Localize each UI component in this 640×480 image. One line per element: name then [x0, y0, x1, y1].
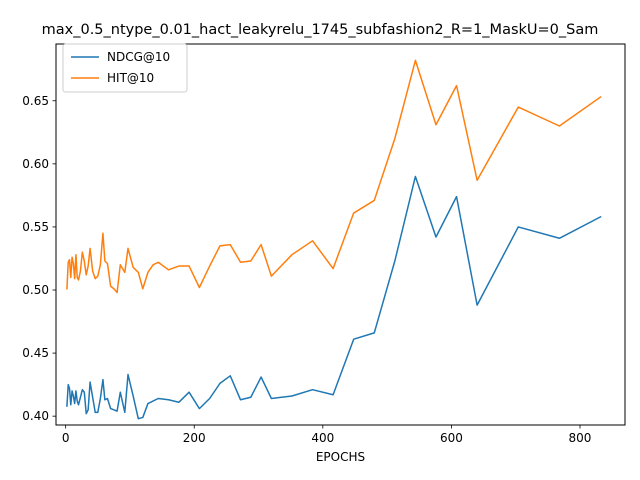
x-tick-label: 0	[62, 431, 70, 445]
x-tick-label: 200	[183, 431, 206, 445]
series-line-1	[66, 59, 602, 294]
plot-area	[66, 59, 602, 420]
y-tick-label: 0.45	[22, 346, 49, 360]
y-tick-label: 0.65	[22, 94, 49, 108]
x-tick-label: 800	[569, 431, 592, 445]
axes-frame	[55, 43, 626, 426]
legend-label-0: NDCG@10	[107, 50, 170, 64]
x-axis: 0 200 400 600 800	[62, 425, 592, 445]
y-tick-label: 0.55	[22, 220, 49, 234]
series-line-0	[66, 175, 602, 420]
y-tick-label: 0.40	[22, 409, 49, 423]
legend-label-1: HIT@10	[107, 71, 154, 85]
legend-box	[62, 43, 188, 93]
x-tick-label: 600	[440, 431, 463, 445]
chart-title: max_0.5_ntype_0.01_hact_leakyrelu_1745_s…	[42, 22, 599, 38]
y-axis: 0.40 0.45 0.50 0.55 0.60 0.65	[22, 94, 56, 423]
legend: NDCG@10 HIT@10	[62, 43, 188, 93]
x-axis-label: EPOCHS	[316, 450, 365, 464]
x-tick-label: 400	[311, 431, 334, 445]
y-tick-label: 0.50	[22, 283, 49, 297]
y-tick-label: 0.60	[22, 157, 49, 171]
